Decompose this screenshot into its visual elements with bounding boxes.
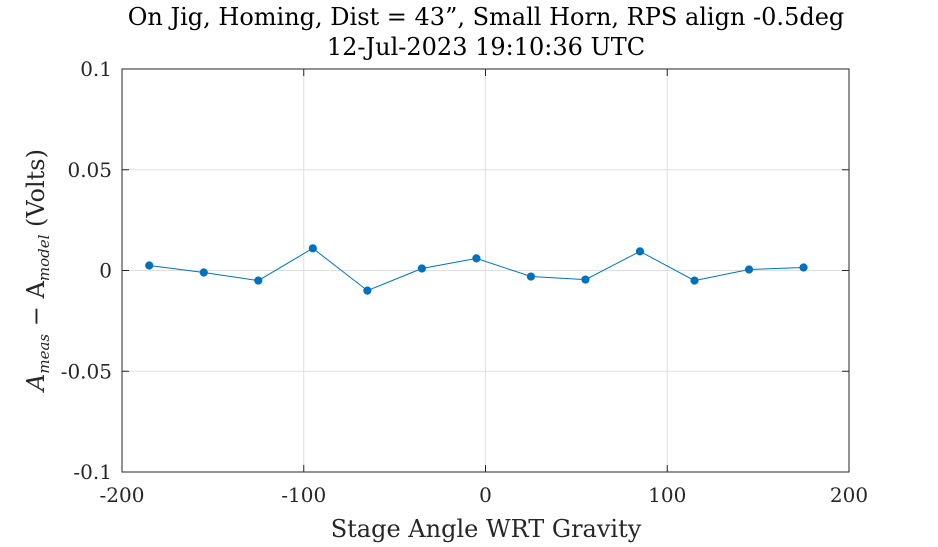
data-point [472,254,481,263]
data-point [199,268,208,277]
series-layer [145,244,808,295]
y-tick-labels: -0.1 -0.05 0 0.05 0.1 [61,57,112,484]
y-axis-label-unit: (Volts) [22,149,50,235]
data-point [417,264,426,273]
axis-ticks [121,68,850,473]
y-axis-label-sub1: meas [35,334,53,374]
y-axis-label-sub2: model [35,234,53,281]
data-point [308,244,317,253]
y-axis-label: Ameas − Amodel (Volts) [22,149,53,393]
data-point [145,261,154,270]
x-axis-label: Stage Angle WRT Gravity [331,515,642,543]
chart-title: On Jig, Homing, Dist = 43”, Small Horn, … [128,3,845,31]
data-point [363,286,372,295]
y-tick-label: -0.05 [61,359,112,383]
x-tick-label: 100 [648,483,686,507]
y-tick-label: -0.1 [73,460,112,484]
x-tick-label: 0 [479,483,492,507]
y-tick-label: 0.1 [80,57,112,81]
y-tick-label: 0 [99,259,112,283]
grid-lines [121,68,850,473]
x-tick-label: -100 [281,483,326,507]
x-tick-labels: -200 -100 0 100 200 [100,483,869,507]
data-point [744,265,754,274]
data-point [635,247,645,256]
data-point [581,275,590,284]
data-point [254,276,263,285]
chart-subtitle: 12-Jul-2023 19:10:36 UTC [327,33,645,61]
x-tick-label: -200 [100,483,145,507]
y-axis-label-a1: A [22,374,50,393]
data-point [526,272,536,281]
data-point [799,263,808,272]
x-tick-label: 200 [830,483,868,507]
y-tick-label: 0.05 [67,158,112,182]
data-point [690,276,699,285]
y-axis-label-mid: − A [22,280,50,333]
